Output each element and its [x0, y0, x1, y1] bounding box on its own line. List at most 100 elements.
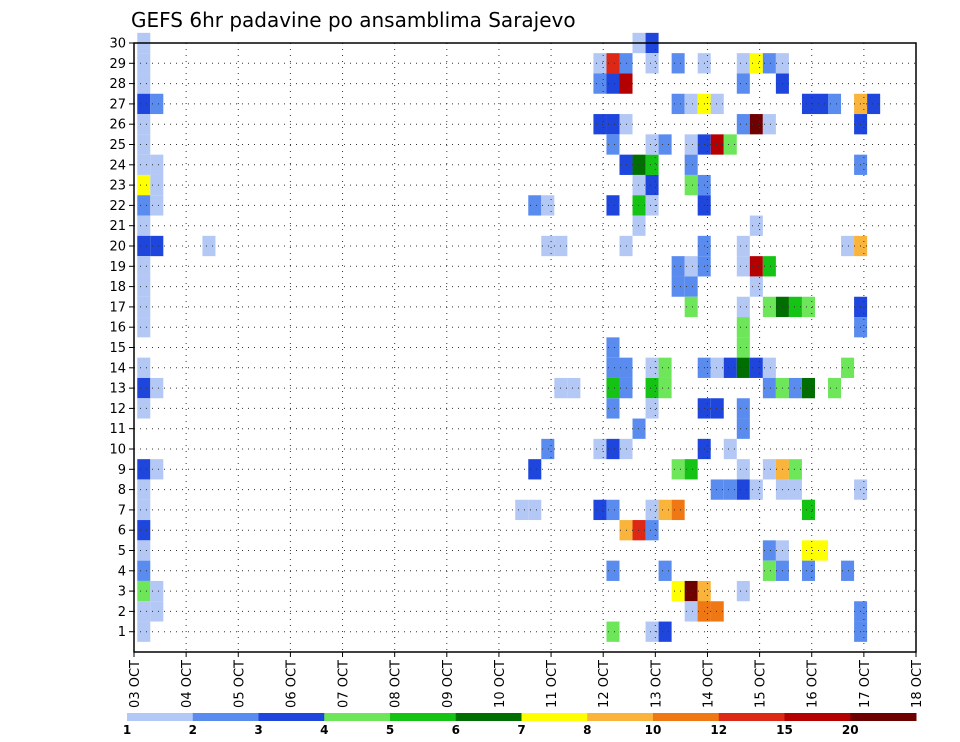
heatmap-cell: [137, 499, 151, 521]
heatmap-cell: [671, 93, 685, 115]
heatmap-cell: [828, 93, 842, 115]
heatmap-cell: [645, 499, 659, 521]
heatmap-cell: [606, 357, 620, 378]
y-tick-label: 20: [109, 240, 126, 255]
heatmap-cell: [736, 337, 750, 358]
heatmap-cell: [658, 377, 672, 399]
heatmap-cell: [632, 520, 646, 541]
heatmap-cell: [788, 296, 802, 318]
heatmap-cell: [606, 53, 620, 74]
heatmap-cell: [606, 621, 620, 642]
heatmap-cell: [645, 621, 659, 642]
y-tick-label: 18: [109, 280, 126, 295]
heatmap-cell: [671, 499, 685, 521]
heatmap-cell: [150, 601, 164, 622]
heatmap-cell: [814, 540, 829, 561]
heatmap-cell: [137, 154, 151, 175]
y-tick-label: 1: [118, 625, 126, 640]
x-tick-label: 11 OCT: [545, 660, 560, 708]
x-tick-label: 09 OCT: [441, 660, 456, 708]
colorbar-label: 4: [320, 723, 328, 737]
heatmap-cell: [541, 235, 555, 257]
heatmap-cell: [632, 174, 646, 196]
heatmap-cell: [749, 215, 763, 236]
colorbar-label: 1: [123, 723, 131, 737]
y-axis: 1234567891011121314151617181920212223242…: [109, 37, 134, 640]
y-tick-label: 4: [118, 564, 126, 579]
colorbar-segment: [127, 713, 194, 721]
heatmap-cell: [593, 499, 607, 521]
heatmap-cell: [710, 601, 724, 622]
heatmap-cell: [749, 256, 763, 277]
x-tick-label: 07 OCT: [337, 660, 352, 708]
heatmap-cell: [736, 235, 750, 257]
y-tick-label: 3: [118, 585, 126, 600]
heatmap-cell: [736, 114, 750, 135]
heatmap-cell: [137, 560, 151, 581]
y-tick-label: 21: [109, 219, 126, 234]
x-tick-label: 08 OCT: [389, 660, 404, 708]
colorbar-label: 12: [710, 723, 727, 737]
heatmap-cell: [137, 114, 151, 135]
heatmap-cell: [736, 580, 750, 602]
heatmap-cell: [137, 540, 151, 561]
heatmap-cell: [841, 235, 855, 257]
heatmap-cell: [684, 154, 698, 175]
heatmap-cell: [658, 357, 672, 378]
colorbar-label: 2: [189, 723, 197, 737]
heatmap-cell: [762, 560, 776, 581]
y-tick-label: 5: [118, 544, 126, 559]
gridlines: [134, 42, 916, 652]
heatmap-cell: [736, 256, 750, 277]
colorbar-segment: [850, 713, 917, 721]
y-tick-label: 14: [109, 361, 126, 376]
colorbar-segment: [192, 713, 259, 721]
colorbar-segment: [653, 713, 720, 721]
heatmap-cell: [150, 459, 164, 480]
heatmap-cell: [593, 438, 607, 460]
colorbar-label: 3: [254, 723, 262, 737]
heatmap-cell: [528, 195, 542, 216]
heatmap-cell: [137, 195, 151, 216]
heatmap-cell: [801, 296, 815, 318]
heatmap-cell: [762, 296, 776, 318]
heatmap-cell: [762, 114, 776, 135]
heatmap-cell: [202, 235, 216, 257]
heatmap-cell: [749, 479, 763, 500]
colorbar-segment: [390, 713, 457, 721]
heatmap-cell: [645, 377, 659, 399]
heatmap-cell: [684, 459, 698, 480]
heatmap-cell: [762, 256, 776, 277]
y-tick-label: 17: [109, 300, 126, 315]
y-tick-label: 9: [118, 463, 126, 478]
heatmap-cell: [736, 357, 750, 378]
heatmap-cell: [150, 154, 164, 175]
heatmap-cell: [867, 93, 881, 115]
heatmap-cell: [749, 114, 763, 135]
heatmap-cell: [150, 93, 164, 115]
heatmap-cell: [671, 53, 685, 74]
heatmap-cell: [658, 134, 672, 155]
heatmap-cell: [606, 560, 620, 581]
heatmap-cell: [137, 235, 151, 257]
y-tick-label: 11: [109, 422, 126, 437]
heatmap-cell: [137, 621, 151, 642]
heatmap-cell: [749, 53, 763, 74]
heatmap-cell: [632, 418, 646, 439]
y-tick-label: 23: [109, 179, 126, 194]
heatmap-cell: [137, 256, 151, 277]
heatmap-cell: [137, 215, 151, 236]
heatmap-cell: [684, 601, 698, 622]
heatmap-cell: [788, 459, 802, 480]
y-tick-label: 12: [109, 402, 126, 417]
heatmap-cell: [749, 357, 763, 378]
heatmap-cell: [801, 540, 815, 561]
heatmap-cell: [137, 357, 151, 378]
y-tick-label: 22: [109, 199, 126, 214]
y-tick-label: 25: [109, 138, 126, 153]
heatmap-cell: [710, 134, 724, 155]
heatmap-cell: [137, 479, 151, 500]
heatmap-cell: [736, 296, 750, 318]
heatmap-cell: [736, 317, 750, 338]
